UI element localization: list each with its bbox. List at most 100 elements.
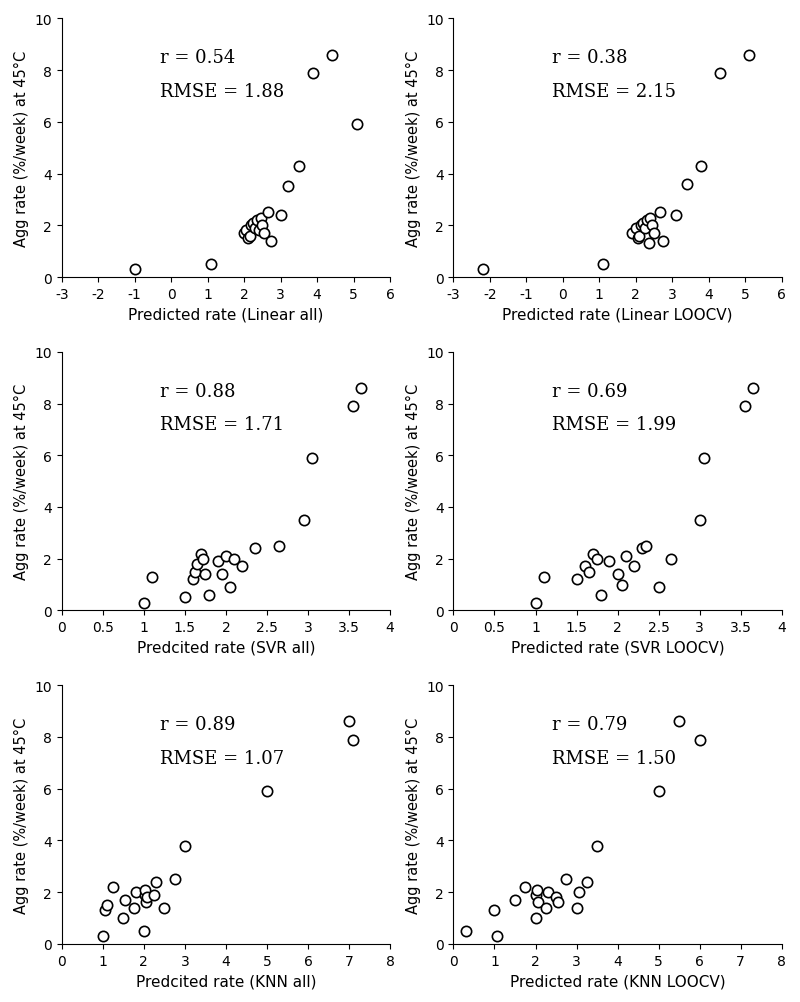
Point (681, 176, 694, 192)
X-axis label: Predcited rate (KNN all): Predcited rate (KNN all) (136, 973, 316, 988)
Point (698, 450, 710, 466)
Point (203, 587, 216, 603)
Point (615, 577, 628, 593)
Point (619, 548, 632, 564)
Point (138, 887, 151, 903)
Point (101, 897, 114, 913)
Text: r = 0.79: r = 0.79 (552, 715, 627, 733)
Point (637, 215, 650, 231)
Point (560, 872, 573, 888)
Point (219, 548, 232, 564)
Point (262, 205, 274, 221)
Point (590, 551, 603, 567)
Y-axis label: Agg rate (%/week) at 45°C: Agg rate (%/week) at 45°C (14, 384, 29, 580)
Point (350, 117, 363, 133)
Point (570, 572, 583, 588)
Point (490, 928, 503, 944)
X-axis label: Predicted rate (Linear all): Predicted rate (Linear all) (128, 307, 323, 322)
Point (239, 223, 252, 239)
Point (633, 228, 646, 244)
Point (355, 381, 368, 397)
Point (638, 220, 651, 236)
Point (342, 713, 355, 729)
Point (550, 890, 562, 906)
Point (509, 892, 522, 908)
Point (627, 559, 640, 575)
Point (746, 381, 759, 397)
Y-axis label: Agg rate (%/week) at 45°C: Agg rate (%/week) at 45°C (14, 716, 29, 913)
Point (250, 212, 263, 228)
Point (243, 228, 256, 244)
Point (519, 879, 532, 895)
Point (578, 559, 591, 575)
Point (582, 564, 595, 580)
Y-axis label: Agg rate (%/week) at 45°C: Agg rate (%/week) at 45°C (406, 50, 421, 246)
Point (603, 554, 616, 570)
Point (346, 399, 359, 415)
Point (186, 572, 199, 588)
Point (738, 399, 751, 415)
Point (476, 262, 489, 278)
Point (168, 872, 181, 888)
Point (197, 551, 210, 567)
Point (586, 546, 599, 562)
Point (657, 233, 670, 249)
Point (256, 218, 269, 234)
Point (597, 257, 610, 273)
Point (531, 895, 544, 911)
Y-axis label: Agg rate (%/week) at 45°C: Agg rate (%/week) at 45°C (406, 716, 421, 913)
Point (119, 892, 132, 908)
Point (265, 233, 278, 249)
Text: r = 0.38: r = 0.38 (552, 49, 627, 67)
Point (306, 450, 318, 466)
Point (106, 879, 119, 895)
Text: RMSE = 1.71: RMSE = 1.71 (160, 416, 284, 434)
Point (150, 874, 162, 890)
Point (529, 595, 542, 611)
Point (248, 541, 261, 557)
Point (538, 569, 550, 585)
Point (539, 900, 552, 916)
Text: RMSE = 1.99: RMSE = 1.99 (552, 416, 676, 434)
Point (146, 569, 158, 585)
Point (249, 220, 262, 236)
Point (199, 566, 212, 582)
Point (130, 884, 142, 900)
Point (273, 538, 286, 554)
Point (97, 928, 110, 944)
Point (646, 218, 658, 234)
Point (714, 65, 726, 81)
Point (635, 218, 648, 234)
Y-axis label: Agg rate (%/week) at 45°C: Agg rate (%/week) at 45°C (14, 50, 29, 246)
Point (611, 566, 624, 582)
Point (673, 713, 686, 729)
Text: r = 0.88: r = 0.88 (160, 382, 236, 400)
Point (178, 590, 191, 606)
Point (594, 587, 607, 603)
Point (211, 554, 224, 570)
Text: r = 0.89: r = 0.89 (160, 715, 236, 733)
Y-axis label: Agg rate (%/week) at 45°C: Agg rate (%/week) at 45°C (406, 384, 421, 580)
Text: r = 0.54: r = 0.54 (160, 49, 235, 67)
Point (138, 923, 150, 939)
Point (236, 559, 249, 575)
Point (282, 179, 294, 195)
Text: RMSE = 1.50: RMSE = 1.50 (552, 748, 676, 767)
Text: RMSE = 1.88: RMSE = 1.88 (160, 83, 285, 101)
Point (572, 884, 585, 900)
Point (648, 225, 661, 241)
Point (254, 210, 267, 226)
Point (188, 564, 201, 580)
Point (552, 895, 565, 911)
Point (298, 512, 310, 528)
Point (530, 887, 542, 903)
Text: RMSE = 2.15: RMSE = 2.15 (552, 83, 676, 101)
Point (293, 158, 306, 174)
Point (488, 902, 501, 918)
Point (640, 212, 653, 228)
Point (459, 923, 472, 939)
Point (665, 551, 678, 567)
Point (640, 538, 653, 554)
Point (205, 257, 218, 273)
Point (138, 595, 150, 611)
